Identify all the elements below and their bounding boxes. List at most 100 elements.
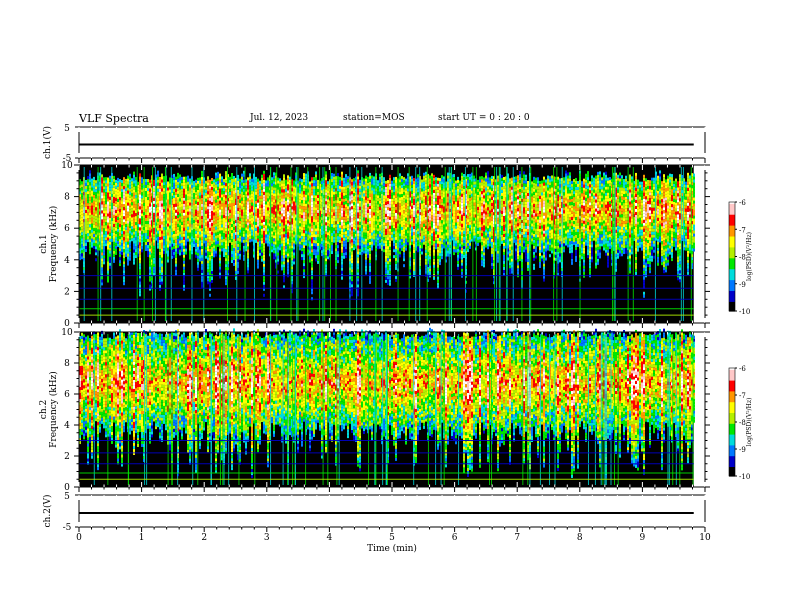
- spectrogram-cell: [417, 249, 419, 252]
- spectrogram-cell: [231, 221, 233, 224]
- spectrogram-cell: [231, 242, 233, 245]
- spectrogram-cell: [255, 237, 257, 240]
- spectrogram-cell: [357, 257, 359, 260]
- spectrogram-cell: [233, 248, 235, 251]
- spectrogram-cell: [299, 211, 301, 214]
- spectrogram-cell: [325, 201, 327, 204]
- spectrogram-cell: [281, 228, 283, 231]
- spectrogram-cell: [161, 195, 163, 198]
- spectrogram-cell: [85, 234, 87, 237]
- spectrogram-cell: [239, 179, 241, 182]
- spectrogram-cell: [241, 213, 243, 216]
- spectrogram-cell: [157, 240, 159, 243]
- spectrogram-cell: [205, 199, 207, 202]
- spectrogram-cell: [133, 187, 135, 190]
- spectrogram-cell: [225, 174, 227, 177]
- spectrogram-cell: [139, 200, 141, 203]
- spectrogram-cell: [277, 196, 279, 199]
- spectrogram-cell: [303, 272, 305, 275]
- spectrogram-cell: [389, 184, 391, 187]
- spectrogram-cell: [413, 193, 415, 196]
- spectrogram-cell: [299, 217, 301, 220]
- spectrogram-cell: [365, 263, 367, 266]
- spectrogram-cell: [223, 212, 225, 215]
- spectrogram-cell: [255, 219, 257, 222]
- spectrogram-cell: [239, 248, 241, 251]
- spectrogram-cell: [149, 231, 151, 234]
- spectrogram-cell: [135, 234, 137, 237]
- spectrogram-cell: [181, 204, 183, 207]
- spectrogram-cell: [233, 260, 235, 263]
- spectrogram-cell: [215, 254, 217, 257]
- spectrogram-cell: [343, 181, 345, 184]
- spectrogram-cell: [219, 219, 221, 222]
- spectrogram-cell: [351, 260, 353, 263]
- spectrogram-cell: [197, 199, 199, 202]
- spectrogram-cell: [223, 239, 225, 242]
- spectrogram-cell: [313, 246, 315, 249]
- spectrogram-cell: [357, 245, 359, 248]
- spectrogram-cell: [147, 233, 149, 236]
- spectrogram-cell: [123, 264, 125, 267]
- spectrogram-cell: [345, 216, 347, 219]
- spectrogram-cell: [287, 229, 289, 232]
- spectrogram-cell: [225, 225, 227, 228]
- spectrogram-cell: [239, 242, 241, 245]
- spectrogram-cell: [193, 217, 195, 220]
- spectrogram-cell: [187, 230, 189, 233]
- spectrogram-cell: [333, 222, 335, 225]
- spectrogram-cell: [339, 207, 341, 210]
- spectrogram-cell: [351, 242, 353, 245]
- spectrogram-cell: [371, 220, 373, 223]
- spectrogram-cell: [123, 183, 125, 186]
- spectrogram-cell: [387, 267, 389, 270]
- spectrogram-cell: [369, 272, 371, 275]
- spectrogram-cell: [357, 248, 359, 251]
- spectrogram-cell: [389, 199, 391, 202]
- spectrogram-cell: [211, 241, 213, 244]
- spectrogram-cell: [231, 185, 233, 188]
- spectrogram-cell: [163, 251, 165, 254]
- spectrogram-cell: [109, 257, 111, 260]
- spectrogram-cell: [219, 189, 221, 192]
- spectrogram-cell: [201, 267, 203, 270]
- spectrogram-cell: [247, 180, 249, 183]
- spectrogram-cell: [175, 189, 177, 192]
- spectrogram-cell: [377, 195, 379, 198]
- spectrogram-cell: [367, 237, 369, 240]
- spectrogram-cell: [161, 222, 163, 225]
- spectrogram-cell: [209, 261, 211, 264]
- spectrogram-cell: [373, 233, 375, 236]
- spectrogram-cell: [309, 236, 311, 239]
- spectrogram-cell: [109, 179, 111, 182]
- spectrogram-cell: [317, 240, 319, 243]
- spectrogram-cell: [159, 228, 161, 231]
- spectrogram-cell: [317, 189, 319, 192]
- spectrogram-cell: [237, 187, 239, 190]
- spectrogram-cell: [429, 238, 431, 241]
- spectrogram-cell: [411, 233, 413, 236]
- spectrogram-cell: [225, 261, 227, 264]
- spectrogram-cell: [293, 219, 295, 222]
- spectrogram-cell: [255, 189, 257, 192]
- spectrogram-cell: [351, 281, 353, 284]
- spectrogram-cell: [337, 233, 339, 236]
- spectrogram-cell: [113, 212, 115, 215]
- spectrogram-cell: [339, 225, 341, 228]
- spectrogram-cell: [359, 201, 361, 204]
- spectrogram-cell: [141, 216, 143, 219]
- spectrogram-cell: [127, 197, 129, 200]
- spectrogram-cell: [147, 245, 149, 248]
- spectrogram-cell: [283, 180, 285, 183]
- spectrogram-cell: [105, 222, 107, 225]
- spectrogram-cell: [277, 220, 279, 223]
- spectrogram-cell: [189, 230, 191, 233]
- spectrogram-cell: [247, 198, 249, 201]
- spectrogram-cell: [201, 195, 203, 198]
- spectrogram-cell: [387, 183, 389, 186]
- spectrogram-cell: [181, 234, 183, 237]
- spectrogram-cell: [167, 182, 169, 185]
- spectrogram-cell: [231, 236, 233, 239]
- spectrogram-cell: [225, 228, 227, 231]
- spectrogram-cell: [311, 204, 313, 207]
